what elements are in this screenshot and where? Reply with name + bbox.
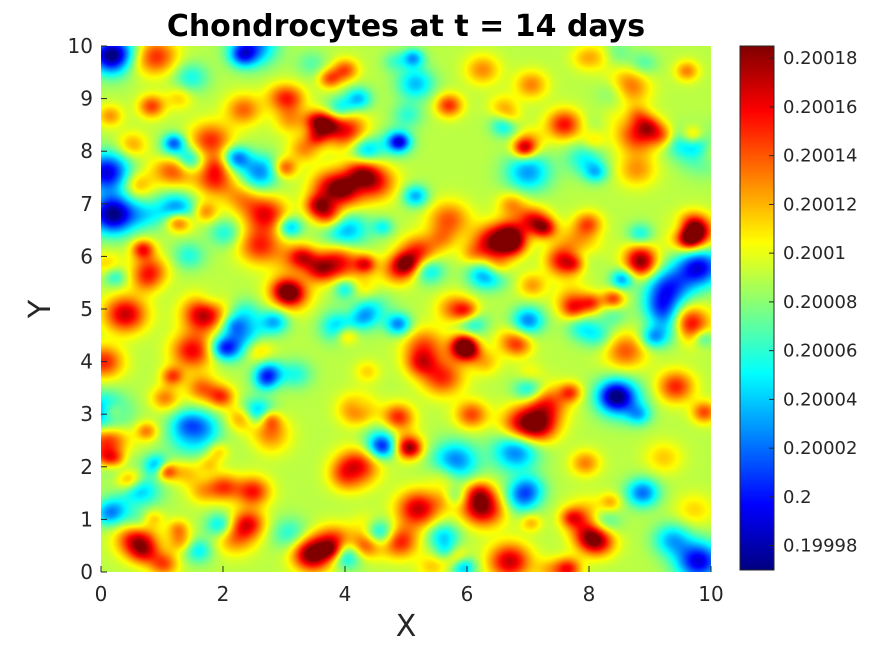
- y-tick-label: 0: [80, 560, 93, 584]
- colorbar-frame: [739, 45, 775, 571]
- x-tick-label: 4: [339, 582, 352, 606]
- x-tick-label: 0: [95, 582, 108, 606]
- colorbar-gradient: [740, 46, 774, 570]
- y-tick-label: 9: [80, 87, 93, 111]
- x-axis-label: X: [396, 609, 417, 644]
- x-tick-label: 10: [698, 582, 723, 606]
- colorbar-tick-label: 0.19998: [783, 536, 857, 557]
- y-tick-label: 1: [80, 507, 93, 531]
- y-tick-label: 4: [80, 350, 93, 374]
- colorbar-tick-label: 0.20016: [783, 97, 857, 118]
- colorbar-ticks: 0.19998 0.2 0.20002 0.20004 0.20006 0.20008 0.…: [769, 48, 857, 557]
- y-tick-label: 10: [68, 34, 93, 58]
- colorbar-tick-label: 0.20008: [783, 292, 857, 313]
- heatmap-image: [101, 46, 711, 572]
- y-axis-ticks: 0 1 2 3 4 5 6 7 8 9 10: [68, 34, 107, 584]
- y-tick-label: 2: [80, 455, 93, 479]
- colorbar-tick-label: 0.20018: [783, 48, 857, 69]
- x-tick-label: 8: [583, 582, 596, 606]
- colorbar-tick-label: 0.20012: [783, 194, 857, 215]
- colorbar-tick-label: 0.20002: [783, 438, 857, 459]
- x-tick-label: 6: [461, 582, 474, 606]
- y-axis-label: Y: [23, 299, 58, 319]
- colorbar-tick-label: 0.2001: [783, 243, 846, 264]
- heatmap-plot-area: [101, 46, 711, 572]
- x-tick-label: 2: [217, 582, 230, 606]
- colorbar-tick-label: 0.20014: [783, 146, 857, 167]
- colorbar-tick-label: 0.2: [783, 487, 812, 508]
- colorbar: 0.19998 0.2 0.20002 0.20004 0.20006 0.20008 0.…: [739, 45, 857, 571]
- x-axis-ticks: 0 2 4 6 8 10: [95, 566, 724, 606]
- colorbar-tick-label: 0.20006: [783, 341, 857, 362]
- chart-title: Chondrocytes at t = 14 days: [167, 9, 645, 44]
- y-tick-label: 7: [80, 192, 93, 216]
- y-tick-label: 3: [80, 402, 93, 426]
- y-tick-label: 8: [80, 139, 93, 163]
- colorbar-tick-label: 0.20004: [783, 389, 857, 410]
- y-tick-label: 5: [80, 297, 93, 321]
- y-tick-label: 6: [80, 244, 93, 268]
